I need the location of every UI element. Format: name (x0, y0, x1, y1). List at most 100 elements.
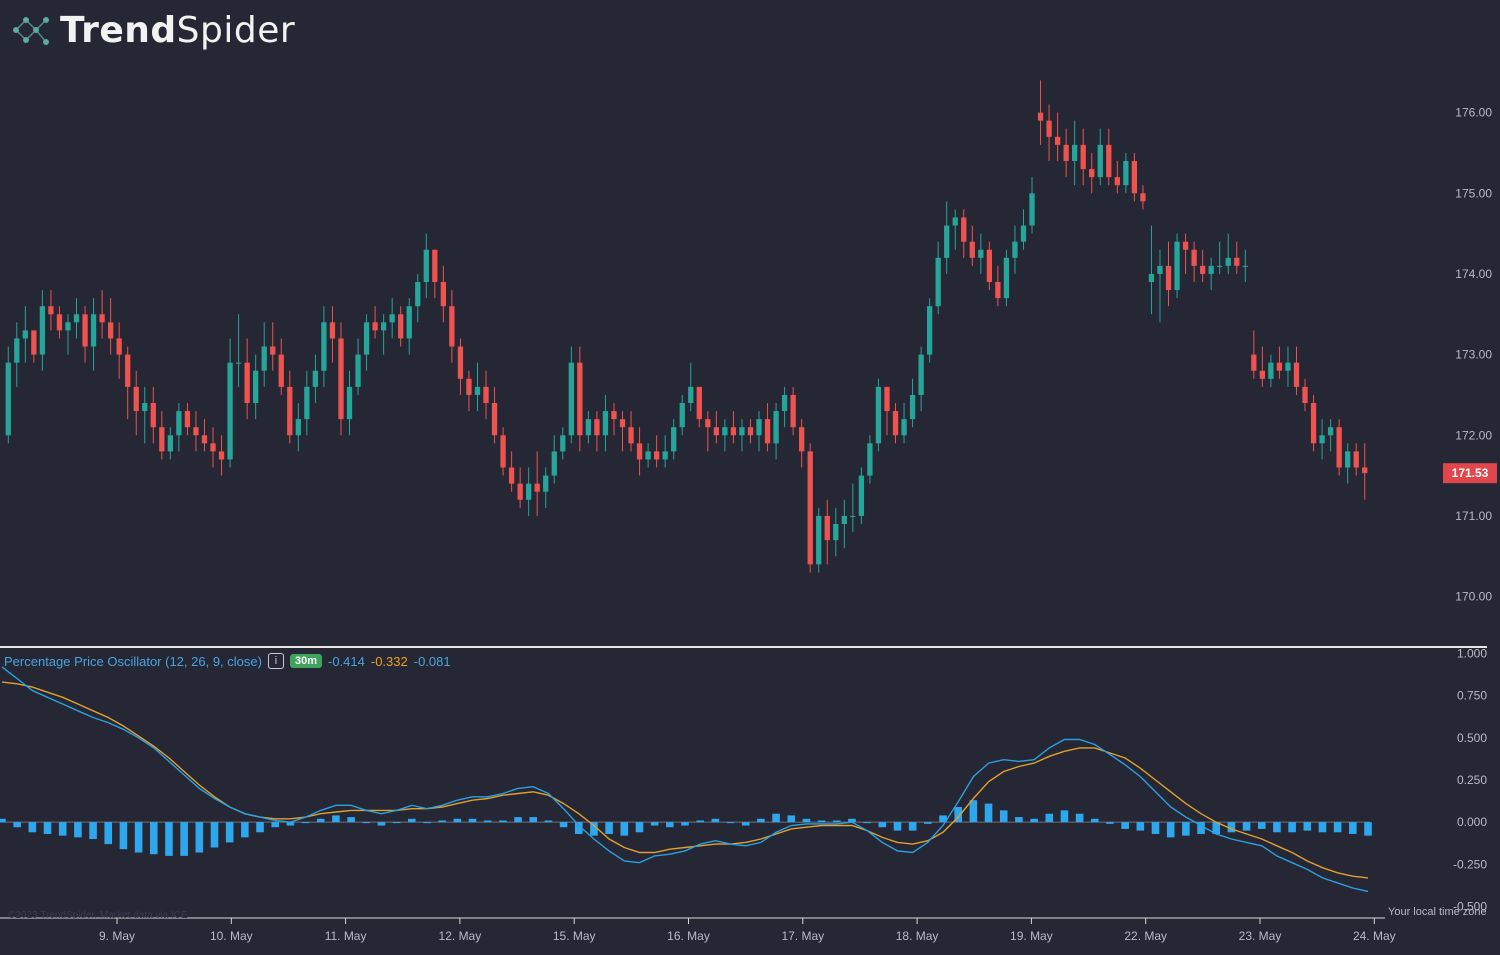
indicator-tick-label: 0.250 (1457, 773, 1487, 787)
candle-body (1165, 265, 1172, 291)
candle (193, 411, 199, 452)
candle-body (1089, 169, 1095, 178)
brand-logo[interactable]: TrendSpider (8, 8, 295, 52)
candle (824, 499, 830, 565)
candle-body (679, 403, 685, 428)
candle (568, 346, 574, 444)
candle-body (551, 451, 557, 476)
histogram-bar (1045, 813, 1054, 823)
candle-body (295, 419, 301, 436)
info-icon[interactable]: i (267, 653, 284, 669)
candle (995, 265, 1001, 307)
candle-body (1148, 273, 1155, 282)
candle (1003, 249, 1010, 307)
candle (346, 370, 353, 436)
candle-body (159, 427, 165, 452)
histogram-bar (1106, 822, 1114, 824)
candle-body (1106, 144, 1112, 178)
candle (875, 378, 882, 452)
candle (747, 419, 754, 444)
candle-body (867, 443, 873, 476)
candle-body (662, 451, 668, 460)
time-tick-label: 10. May (210, 929, 253, 943)
candle-body (1174, 241, 1180, 291)
histogram-bar (377, 822, 386, 826)
candle (892, 403, 899, 444)
candle (526, 467, 532, 516)
candle (611, 403, 617, 436)
candle-body (1182, 241, 1189, 250)
candle-body (253, 370, 259, 403)
candle (688, 362, 694, 412)
candle (22, 306, 28, 363)
candle (986, 241, 993, 291)
timeframe-badge[interactable]: 30m (289, 654, 322, 668)
candle-body (508, 467, 515, 484)
time-tick-label: 15. May (553, 929, 596, 943)
candle-body (363, 322, 370, 355)
histogram-bar (711, 818, 720, 823)
candle-body (944, 225, 950, 258)
candle (218, 435, 225, 476)
candle (1251, 330, 1257, 379)
candle (287, 370, 293, 444)
candle (1345, 443, 1351, 484)
candle (619, 411, 626, 452)
candle-body (1199, 265, 1206, 274)
candle (833, 507, 839, 557)
candle (551, 435, 557, 484)
histogram-bar (483, 820, 492, 823)
timezone-note: Your local time zone (1388, 906, 1487, 918)
candle (1268, 354, 1274, 387)
current-price-tag (1443, 463, 1497, 484)
histogram-bar (1075, 813, 1084, 823)
candle (560, 427, 566, 460)
candle-body (961, 217, 967, 242)
histogram-bar (1349, 822, 1357, 834)
candle-body (722, 427, 728, 436)
histogram-bar (726, 822, 735, 824)
price-tick-label: 175.00 (1455, 186, 1492, 200)
candle-body (14, 338, 20, 363)
candle (653, 435, 660, 468)
candle (372, 306, 378, 339)
candle (679, 394, 685, 436)
candle-body (1003, 257, 1010, 299)
candle (1054, 112, 1061, 161)
candle (901, 403, 907, 444)
histogram-bar (58, 822, 67, 836)
candle (1319, 419, 1325, 460)
histogram-bar (1242, 822, 1251, 831)
histogram-value: -0.081 (413, 653, 451, 669)
candle-body (1037, 112, 1044, 121)
candle-body (235, 362, 242, 364)
candle-body (918, 354, 924, 395)
histogram-bar (392, 822, 401, 824)
candle-body (48, 306, 54, 315)
candle-body (568, 362, 574, 436)
candle-body (65, 322, 71, 331)
candle (244, 338, 250, 420)
histogram-bar (28, 822, 37, 833)
indicator-name[interactable]: Percentage Price Oscillator (12, 26, 9, … (4, 653, 262, 669)
candle-body (125, 354, 131, 387)
candle (1114, 161, 1120, 194)
candle (1174, 233, 1180, 299)
candle (645, 443, 651, 468)
candle-body (1327, 427, 1334, 436)
time-tick-label: 19. May (1010, 929, 1053, 943)
histogram-bar (741, 822, 750, 826)
candle (517, 467, 523, 508)
candle-body (1285, 362, 1291, 371)
candle-body (850, 515, 856, 517)
histogram-bar (1060, 810, 1069, 823)
candle-body (986, 249, 993, 282)
indicator-header[interactable]: Percentage Price Oscillator (12, 26, 9, … (4, 653, 451, 669)
candle-body (457, 346, 464, 379)
candle (415, 273, 421, 323)
histogram-bar (1257, 822, 1266, 829)
histogram-bar (832, 820, 841, 823)
candle (1012, 225, 1018, 274)
